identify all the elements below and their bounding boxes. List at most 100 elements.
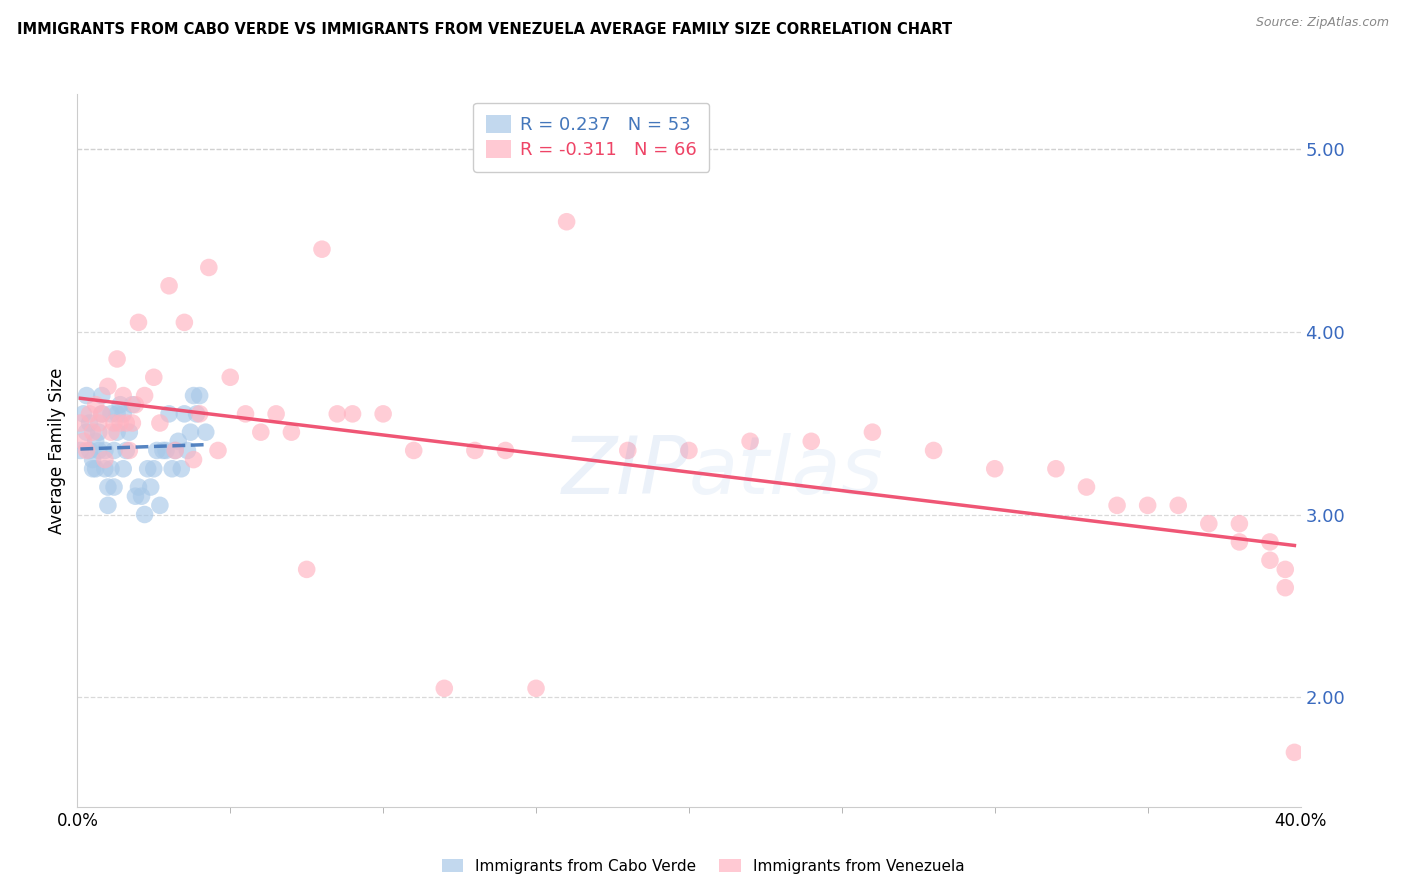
Point [121, 416, 143, 430]
Point [188, 388, 211, 402]
Point [326, 407, 349, 421]
Point [1198, 516, 1220, 531]
Point [134, 388, 156, 402]
Point [311, 242, 333, 256]
Point [207, 443, 229, 458]
Point [678, 443, 700, 458]
Point [72, 407, 94, 421]
Point [90, 388, 112, 402]
Point [112, 407, 135, 421]
Point [87, 425, 110, 439]
Point [295, 562, 318, 576]
Point [142, 462, 165, 476]
Point [76, 443, 98, 458]
Point [124, 489, 146, 503]
Point [167, 434, 190, 449]
Point [146, 443, 169, 458]
Point [235, 407, 257, 421]
Point [250, 425, 273, 439]
Point [922, 443, 945, 458]
Text: ZIP: ZIP [561, 433, 689, 511]
Point [1258, 535, 1281, 549]
Legend: Immigrants from Cabo Verde, Immigrants from Venezuela: Immigrants from Cabo Verde, Immigrants f… [436, 853, 970, 880]
Text: atlas: atlas [689, 433, 884, 511]
Point [97, 480, 120, 494]
Point [115, 416, 138, 430]
Point [984, 462, 1007, 476]
Point [1284, 745, 1306, 759]
Point [87, 443, 110, 458]
Point [149, 416, 172, 430]
Text: Source: ZipAtlas.com: Source: ZipAtlas.com [1256, 16, 1389, 29]
Point [84, 462, 107, 476]
Y-axis label: Average Family Size: Average Family Size [48, 368, 66, 533]
Point [371, 407, 394, 421]
Point [157, 407, 180, 421]
Point [198, 260, 221, 275]
Point [94, 443, 117, 458]
Point [176, 443, 198, 458]
Point [100, 425, 122, 439]
Point [862, 425, 884, 439]
Point [108, 398, 131, 412]
Point [72, 434, 94, 449]
Point [82, 462, 104, 476]
Point [173, 407, 195, 421]
Point [87, 416, 110, 430]
Point [149, 499, 172, 513]
Point [100, 462, 122, 476]
Point [183, 388, 205, 402]
Point [155, 443, 177, 458]
Point [82, 425, 104, 439]
Point [1274, 581, 1296, 595]
Point [69, 416, 91, 430]
Point [1107, 499, 1129, 513]
Point [118, 425, 141, 439]
Point [90, 407, 112, 421]
Legend: R = 0.237   N = 53, R = -0.311   N = 66: R = 0.237 N = 53, R = -0.311 N = 66 [472, 103, 709, 172]
Point [108, 416, 131, 430]
Point [76, 388, 98, 402]
Point [179, 425, 201, 439]
Point [103, 443, 125, 458]
Point [464, 443, 486, 458]
Point [105, 425, 128, 439]
Point [219, 370, 242, 384]
Point [495, 443, 517, 458]
Point [402, 443, 425, 458]
Point [118, 443, 141, 458]
Point [79, 443, 101, 458]
Point [94, 452, 117, 467]
Point [800, 434, 823, 449]
Point [97, 499, 120, 513]
Point [160, 462, 183, 476]
Point [740, 434, 762, 449]
Point [1045, 462, 1067, 476]
Point [105, 407, 128, 421]
Point [1076, 480, 1098, 494]
Point [433, 681, 456, 696]
Point [100, 407, 122, 421]
Point [1274, 562, 1296, 576]
Point [136, 462, 159, 476]
Text: IMMIGRANTS FROM CABO VERDE VS IMMIGRANTS FROM VENEZUELA AVERAGE FAMILY SIZE CORR: IMMIGRANTS FROM CABO VERDE VS IMMIGRANTS… [17, 22, 952, 37]
Point [103, 480, 125, 494]
Point [84, 434, 107, 449]
Point [342, 407, 364, 421]
Point [139, 480, 162, 494]
Point [165, 443, 187, 458]
Point [112, 388, 135, 402]
Point [121, 398, 143, 412]
Point [1258, 553, 1281, 567]
Point [157, 278, 180, 293]
Point [79, 407, 101, 421]
Point [165, 443, 187, 458]
Point [115, 443, 138, 458]
Point [188, 407, 211, 421]
Point [128, 480, 150, 494]
Point [131, 489, 153, 503]
Point [124, 398, 146, 412]
Point [82, 452, 104, 467]
Point [90, 407, 112, 421]
Point [105, 351, 128, 366]
